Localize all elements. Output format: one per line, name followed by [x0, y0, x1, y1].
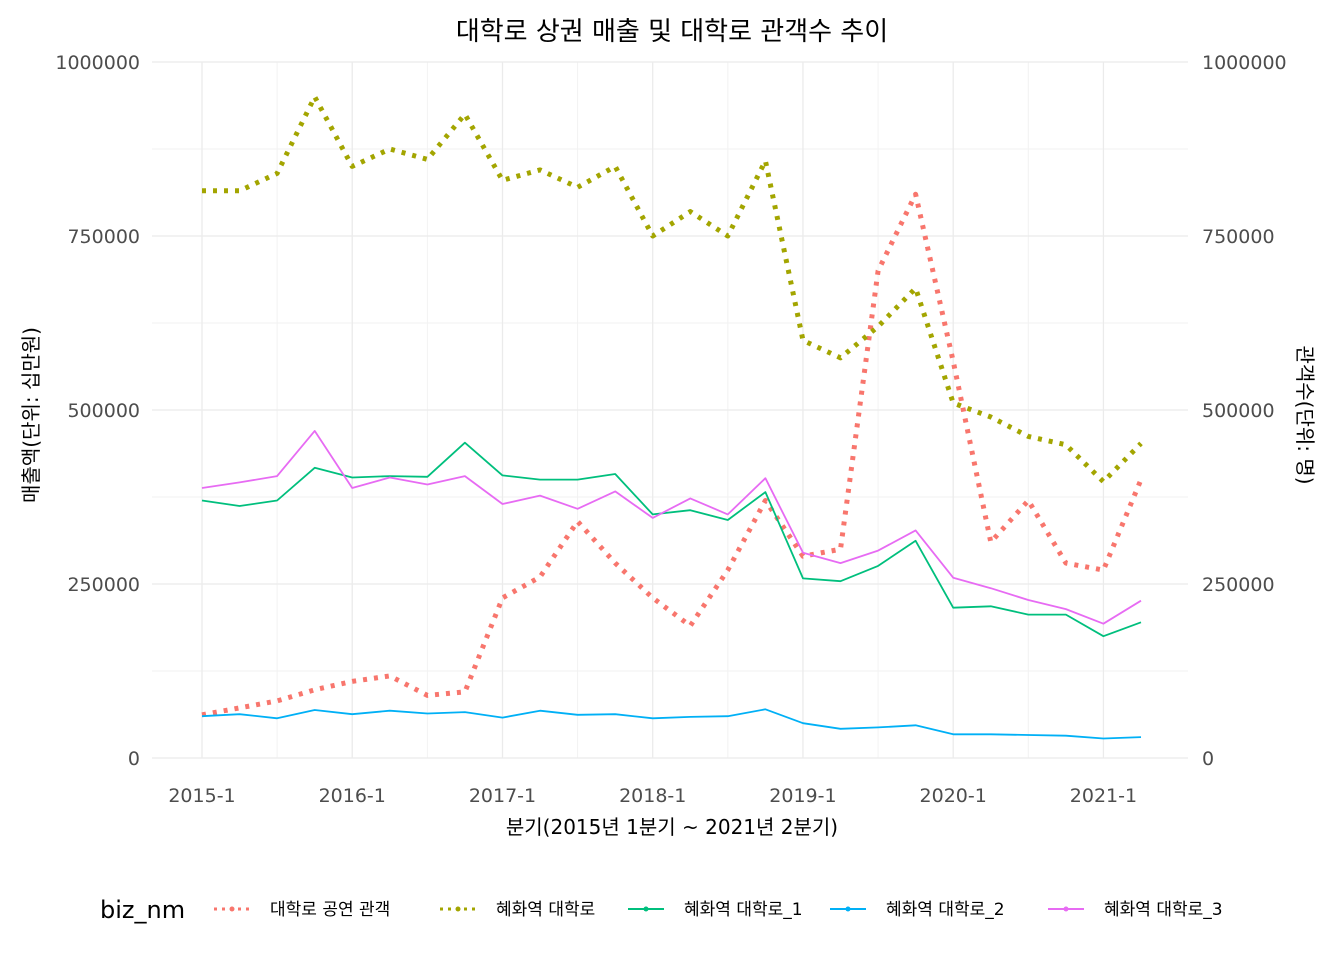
x-tick-label: 2019-1 — [769, 785, 836, 807]
legend: biz_nm 대학로 공연 관객 혜화역 대학로 혜화역 대학로_1 혜화역 대학로_… — [100, 896, 1223, 924]
right-y-tick-label: 0 — [1202, 748, 1214, 770]
x-tick-label: 2017-1 — [469, 785, 536, 807]
left-y-tick-label: 500000 — [67, 400, 140, 422]
left-y-tick-label: 750000 — [67, 226, 140, 248]
right-y-tick-label: 500000 — [1202, 400, 1275, 422]
left-y-tick-label: 1000000 — [55, 52, 140, 74]
x-tick-label: 2018-1 — [619, 785, 686, 807]
series-line-3 — [201, 441, 1142, 638]
x-tick-label: 2020-1 — [920, 785, 987, 807]
grid-lines — [152, 61, 1188, 759]
legend-key-point — [1063, 906, 1069, 912]
legend-entry-label: 혜화역 대학로_1 — [684, 900, 803, 920]
legend-key-point — [229, 906, 235, 912]
legend-entry-label: 대학로 공연 관객 — [270, 900, 390, 920]
legend-key-point — [455, 906, 461, 912]
right-y-axis-ticks: 0 250000 500000 750000 1000000 — [1202, 52, 1287, 770]
series-line-5 — [201, 429, 1142, 625]
right-y-tick-label: 250000 — [1202, 574, 1275, 596]
x-tick-label: 2015-1 — [168, 785, 235, 807]
series-line-1 — [201, 191, 1144, 718]
left-y-tick-label: 250000 — [67, 574, 140, 596]
legend-entry-label: 혜화역 대학로 — [496, 900, 595, 920]
x-axis-title: 분기(2015년 1분기 ~ 2021년 2분기) — [506, 815, 838, 839]
right-y-tick-label: 750000 — [1202, 226, 1275, 248]
x-tick-label: 2021-1 — [1070, 785, 1137, 807]
legend-title: biz_nm — [100, 896, 185, 924]
legend-key-point — [845, 906, 851, 912]
left-y-axis-title: 매출액(단위: 십만원) — [19, 327, 43, 503]
legend-key-point — [643, 906, 649, 912]
right-y-tick-label: 1000000 — [1202, 52, 1287, 74]
legend-entry-label: 혜화역 대학로_2 — [886, 900, 1005, 920]
left-y-axis-ticks: 0 250000 500000 750000 1000000 — [55, 52, 140, 770]
x-tick-label: 2016-1 — [319, 785, 386, 807]
legend-entry-label: 혜화역 대학로_3 — [1104, 900, 1223, 920]
chart-title: 대학로 상권 매출 및 대학로 관객수 추이 — [456, 17, 888, 47]
series-line-4 — [201, 708, 1142, 740]
series-lines — [201, 94, 1144, 740]
right-y-axis-title: 관객수(단위: 명) — [1293, 345, 1317, 484]
left-y-tick-label: 0 — [128, 748, 140, 770]
series-line-2 — [202, 94, 1143, 485]
x-axis-ticks: 2015-1 2016-1 2017-1 2018-1 2019-1 2020-1 2021… — [168, 785, 1137, 807]
